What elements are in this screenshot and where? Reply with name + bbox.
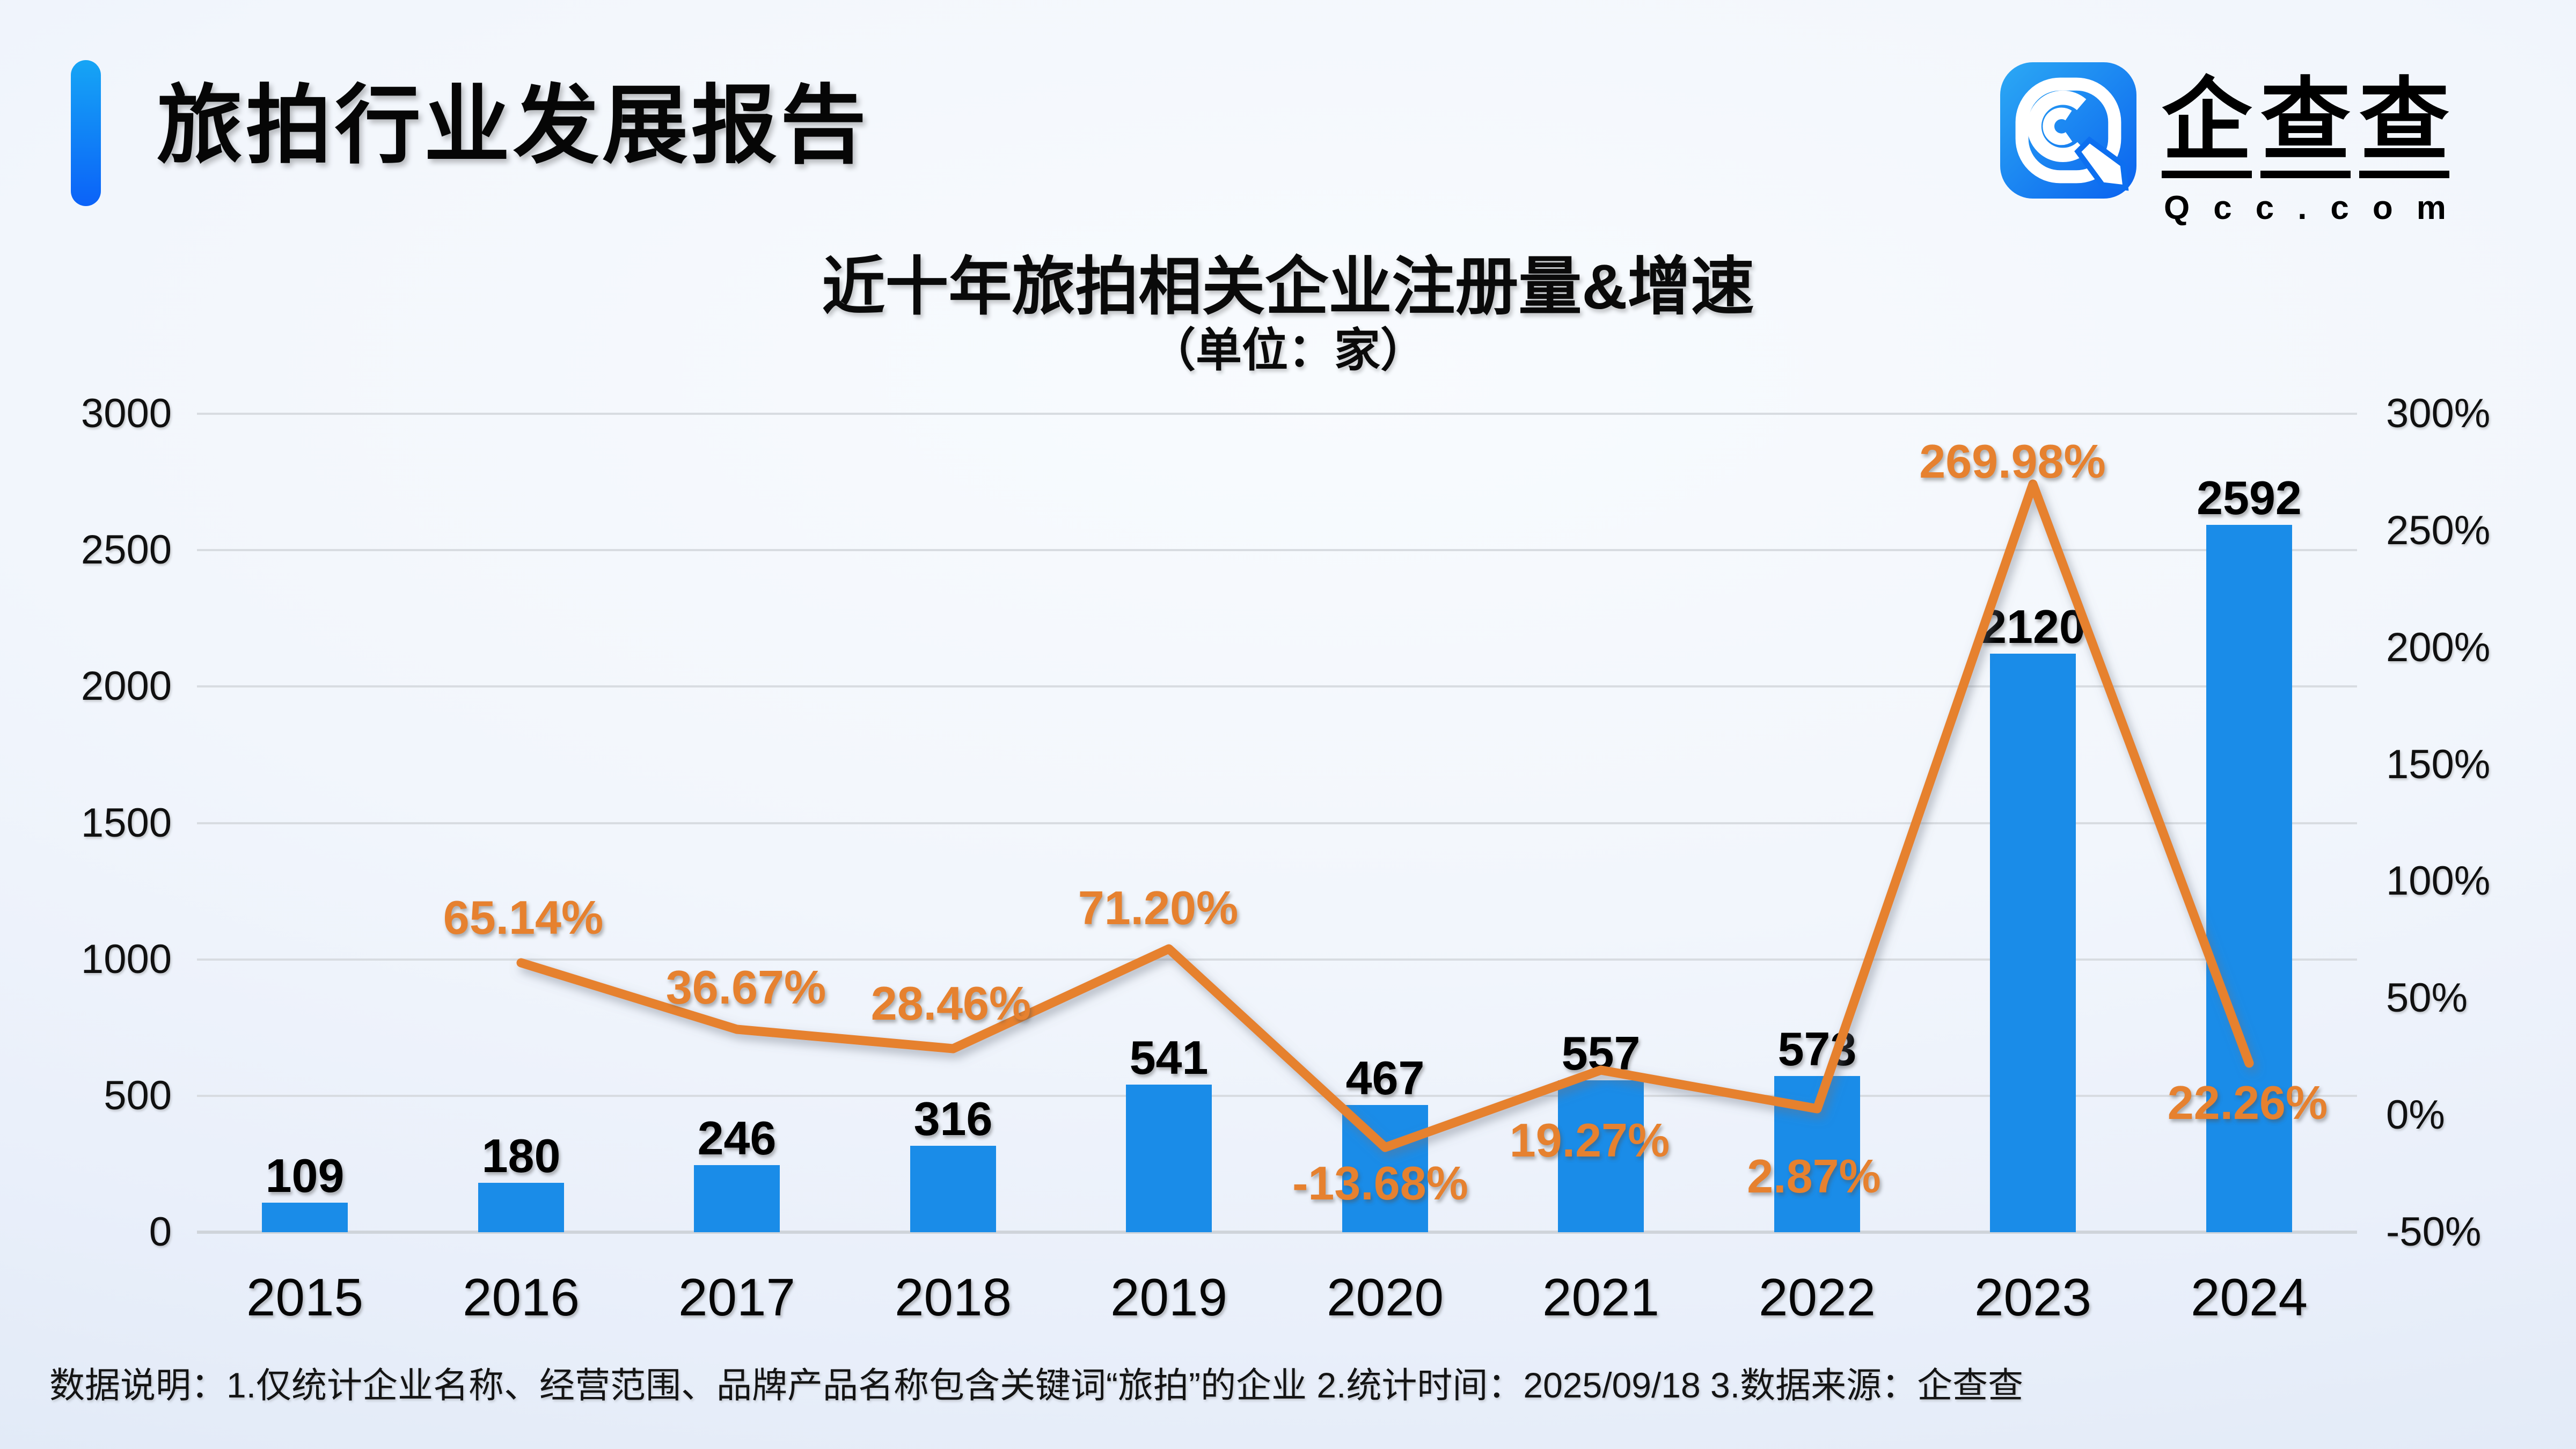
x-label-2022: 2022	[1758, 1268, 1876, 1327]
right-tick: 100%	[2386, 858, 2491, 904]
page-title: 旅拍行业发展报告	[157, 77, 870, 173]
qcc-magnifier-icon	[2000, 62, 2136, 199]
right-tick: 150%	[2386, 742, 2491, 787]
bar-2018	[910, 1146, 996, 1232]
x-label-2023: 2023	[1974, 1268, 2091, 1327]
right-tick: 250%	[2386, 508, 2491, 553]
x-axis-baseline	[197, 1231, 2357, 1234]
x-label-2019: 2019	[1110, 1268, 1227, 1327]
data-footnote: 数据说明：1.仅统计企业名称、经营范围、品牌产品名称包含关键词“旅拍”的企业 2…	[49, 1365, 2024, 1405]
x-label-2015: 2015	[246, 1268, 363, 1327]
bar-2015	[262, 1203, 348, 1232]
value-label-2016: 180	[481, 1129, 561, 1182]
chart-subtitle: （单位：家）	[1150, 325, 1426, 376]
pct-label-2024: 22.26%	[2167, 1076, 2328, 1129]
value-label-2022: 573	[1777, 1022, 1857, 1075]
x-label-2017: 2017	[678, 1268, 795, 1327]
gridline-2500	[197, 549, 2357, 551]
value-label-2020: 467	[1345, 1051, 1425, 1104]
value-label-2024: 2592	[2197, 471, 2302, 524]
value-label-2017: 246	[697, 1111, 777, 1165]
pct-label-2019: 71.20%	[1078, 881, 1239, 934]
bar-2017	[694, 1165, 780, 1232]
x-label-2018: 2018	[894, 1268, 1012, 1327]
right-tick: -50%	[2386, 1209, 2482, 1255]
brand-char: 查	[2359, 75, 2449, 178]
right-tick: 200%	[2386, 625, 2491, 670]
value-label-2015: 109	[265, 1149, 345, 1202]
pct-label-2022: 2.87%	[1747, 1150, 1881, 1203]
brand-char: 企	[2162, 75, 2252, 178]
bar-2023	[1990, 654, 2076, 1232]
pct-label-2020: -13.68%	[1292, 1157, 1468, 1210]
value-label-2019: 541	[1129, 1031, 1209, 1084]
title-accent-bar	[71, 60, 101, 206]
brand-char: 查	[2260, 75, 2351, 178]
x-label-2020: 2020	[1326, 1268, 1444, 1327]
right-tick: 300%	[2386, 391, 2491, 436]
brand-name: 企 查 查	[2162, 75, 2449, 178]
bar-2019	[1126, 1085, 1212, 1232]
left-tick: 500	[104, 1073, 172, 1118]
left-tick: 3000	[80, 391, 172, 436]
value-label-2021: 557	[1561, 1027, 1641, 1080]
pct-label-2021: 19.27%	[1509, 1114, 1670, 1167]
pct-label-2023: 269.98%	[1919, 435, 2106, 488]
left-tick: 2500	[80, 527, 172, 573]
left-tick: 2000	[80, 663, 172, 709]
left-tick: 0	[149, 1209, 172, 1255]
value-label-2023: 2120	[1980, 600, 2085, 653]
left-tick: 1000	[80, 936, 172, 982]
pct-label-2018: 28.46%	[870, 977, 1031, 1030]
right-tick: 0%	[2386, 1092, 2445, 1138]
brand-domain: Qcc.com	[2164, 189, 2470, 226]
x-label-2024: 2024	[2190, 1268, 2308, 1327]
x-label-2021: 2021	[1542, 1268, 1659, 1327]
right-tick: 50%	[2386, 975, 2468, 1021]
pct-label-2016: 65.14%	[443, 891, 604, 944]
pct-label-2017: 36.67%	[665, 961, 826, 1014]
left-tick: 1500	[80, 800, 172, 846]
gridline-3000	[197, 413, 2357, 415]
bar-2016	[478, 1183, 564, 1232]
chart-title: 近十年旅拍相关企业注册量&增速	[822, 252, 1754, 323]
x-label-2016: 2016	[462, 1268, 580, 1327]
value-label-2018: 316	[913, 1092, 993, 1145]
